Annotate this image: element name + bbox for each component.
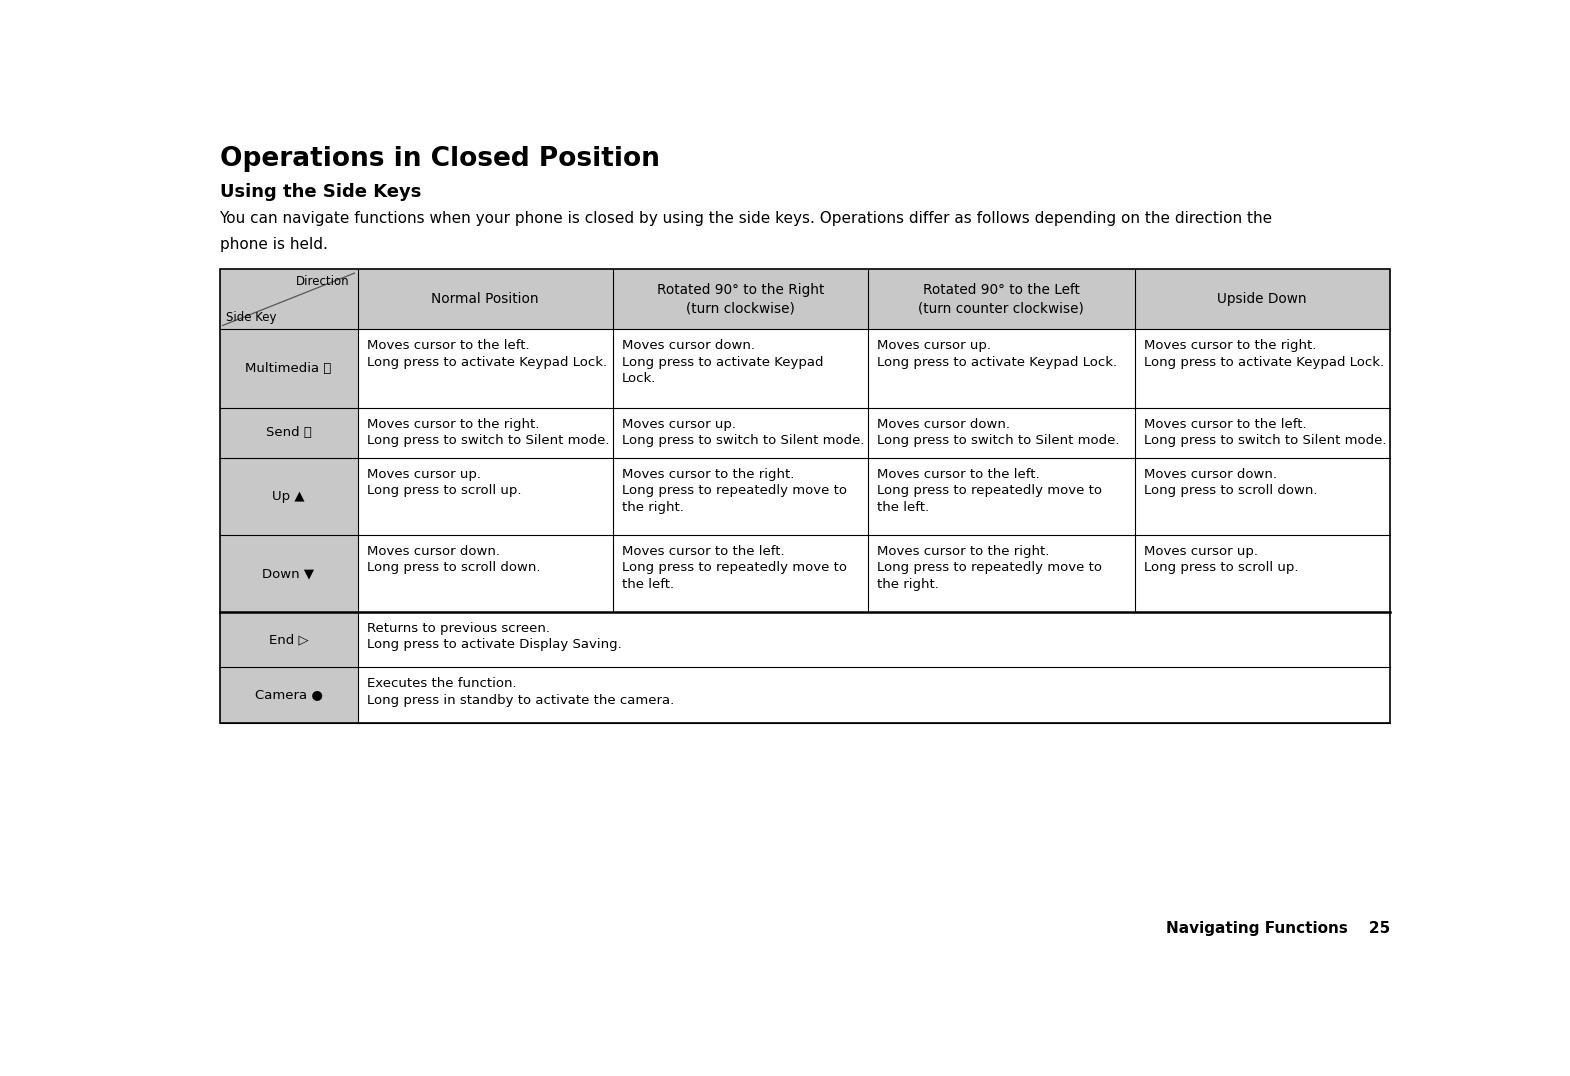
Text: Rotated 90° to the Right
(turn clockwise): Rotated 90° to the Right (turn clockwise… [656, 283, 824, 315]
Bar [220, 269, 358, 329]
Text: Up ▲: Up ▲ [272, 490, 305, 502]
Bar [358, 458, 612, 535]
Text: Side Key: Side Key [226, 311, 276, 324]
Text: Navigating Functions    25: Navigating Functions 25 [1165, 921, 1389, 936]
Bar [612, 458, 868, 535]
Bar [1135, 408, 1389, 458]
Text: You can navigate functions when your phone is closed by using the side keys. Ope: You can navigate functions when your pho… [220, 211, 1273, 226]
Bar [358, 408, 612, 458]
Bar [1135, 458, 1389, 535]
Text: Send Ⓩ: Send Ⓩ [265, 426, 311, 439]
Text: Operations in Closed Position: Operations in Closed Position [220, 146, 659, 172]
Bar [1135, 329, 1389, 408]
Text: Using the Side Keys: Using the Side Keys [220, 183, 421, 201]
Text: Moves cursor to the right.
Long press to repeatedly move to
the right.: Moves cursor to the right. Long press to… [878, 544, 1102, 591]
Text: Moves cursor down.
Long press to activate Keypad
Lock.: Moves cursor down. Long press to activat… [622, 339, 824, 385]
Bar [868, 329, 1135, 408]
Bar [612, 408, 868, 458]
Text: phone is held.: phone is held. [220, 237, 328, 252]
Text: Multimedia ⒴: Multimedia ⒴ [245, 363, 331, 376]
Text: Camera ●: Camera ● [254, 689, 322, 702]
Text: Moves cursor to the left.
Long press to activate Keypad Lock.: Moves cursor to the left. Long press to … [367, 339, 608, 369]
Text: Upside Down: Upside Down [1217, 293, 1306, 307]
Bar [868, 458, 1135, 535]
Text: Down ▼: Down ▼ [262, 567, 314, 580]
Bar [612, 269, 868, 329]
Text: Moves cursor to the left.
Long press to repeatedly move to
the left.: Moves cursor to the left. Long press to … [878, 468, 1102, 514]
Bar [868, 269, 1135, 329]
Text: Moves cursor up.
Long press to scroll up.: Moves cursor up. Long press to scroll up… [367, 468, 521, 497]
Text: Executes the function.
Long press in standby to activate the camera.: Executes the function. Long press in sta… [367, 678, 674, 707]
Bar [220, 329, 358, 408]
Bar [1135, 535, 1389, 612]
Text: Moves cursor down.
Long press to switch to Silent mode.: Moves cursor down. Long press to switch … [878, 417, 1119, 448]
Text: Moves cursor up.
Long press to scroll up.: Moves cursor up. Long press to scroll up… [1145, 544, 1298, 575]
Text: Moves cursor up.
Long press to switch to Silent mode.: Moves cursor up. Long press to switch to… [622, 417, 865, 448]
Bar [220, 408, 358, 458]
Bar [868, 408, 1135, 458]
Bar [612, 329, 868, 408]
Text: Returns to previous screen.
Long press to activate Display Saving.: Returns to previous screen. Long press t… [367, 622, 622, 651]
Text: End ▷: End ▷ [268, 633, 308, 646]
Bar [358, 612, 1389, 667]
Bar [220, 535, 358, 612]
Text: Moves cursor to the left.
Long press to repeatedly move to
the left.: Moves cursor to the left. Long press to … [622, 544, 846, 591]
Text: Moves cursor down.
Long press to scroll down.: Moves cursor down. Long press to scroll … [1145, 468, 1317, 497]
Bar [220, 269, 1389, 723]
Bar [358, 667, 1389, 723]
Text: Direction: Direction [297, 274, 350, 287]
Bar [358, 329, 612, 408]
Bar [358, 269, 612, 329]
Bar [1135, 269, 1389, 329]
Bar [220, 612, 358, 667]
Bar [220, 667, 358, 723]
Text: Normal Position: Normal Position [432, 293, 539, 307]
Text: Rotated 90° to the Left
(turn counter clockwise): Rotated 90° to the Left (turn counter cl… [918, 283, 1085, 315]
Text: Moves cursor down.
Long press to scroll down.: Moves cursor down. Long press to scroll … [367, 544, 540, 575]
Bar [220, 458, 358, 535]
Bar [612, 535, 868, 612]
Text: Moves cursor to the right.
Long press to repeatedly move to
the right.: Moves cursor to the right. Long press to… [622, 468, 846, 514]
Text: Moves cursor to the right.
Long press to switch to Silent mode.: Moves cursor to the right. Long press to… [367, 417, 609, 448]
Bar [868, 535, 1135, 612]
Text: Moves cursor up.
Long press to activate Keypad Lock.: Moves cursor up. Long press to activate … [878, 339, 1118, 369]
Text: Moves cursor to the right.
Long press to activate Keypad Lock.: Moves cursor to the right. Long press to… [1145, 339, 1385, 369]
Text: Moves cursor to the left.
Long press to switch to Silent mode.: Moves cursor to the left. Long press to … [1145, 417, 1386, 448]
Bar [358, 535, 612, 612]
